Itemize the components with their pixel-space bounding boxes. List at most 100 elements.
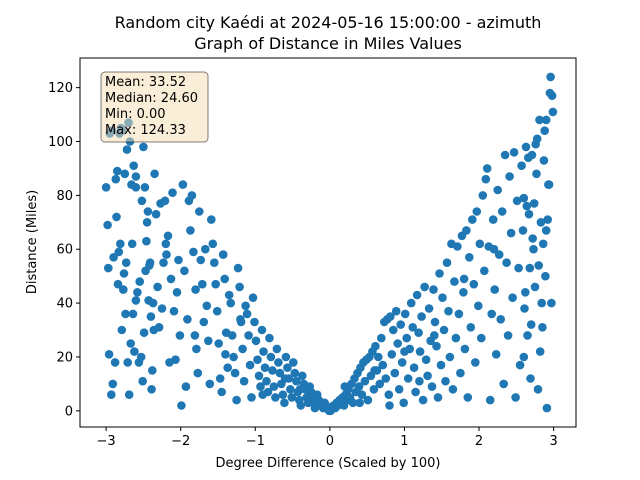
data-point: [541, 271, 550, 281]
data-point: [519, 352, 529, 362]
data-point: [517, 161, 526, 170]
data-point: [196, 255, 206, 265]
plot-frame: [79, 57, 577, 428]
y-tick-label: 0: [65, 404, 73, 419]
x-tick-label: −3: [97, 434, 116, 449]
data-point: [538, 323, 547, 332]
data-point: [154, 323, 164, 332]
data-point: [396, 320, 406, 329]
data-point: [530, 282, 540, 292]
data-point: [256, 382, 265, 391]
data-point: [448, 385, 458, 394]
data-point: [482, 164, 492, 173]
data-point: [411, 387, 420, 397]
data-point: [518, 226, 528, 235]
data-point: [236, 315, 245, 324]
data-point: [421, 355, 431, 365]
data-point: [171, 355, 180, 365]
data-point: [478, 191, 488, 200]
data-point: [268, 366, 277, 375]
data-point: [523, 331, 532, 340]
data-point: [542, 403, 552, 413]
data-point: [116, 239, 125, 249]
data-point: [123, 358, 132, 367]
data-point: [292, 376, 301, 386]
data-point: [124, 390, 134, 400]
data-point: [175, 331, 185, 340]
data-point: [271, 393, 280, 402]
data-point: [104, 263, 113, 273]
data-point: [348, 398, 358, 408]
chart-title-line1: Random city Kaédi at 2024-05-16 15:00:00…: [115, 13, 542, 32]
data-point: [210, 258, 219, 268]
data-point: [487, 309, 497, 319]
data-point: [208, 239, 218, 249]
data-point: [121, 309, 130, 319]
data-point: [439, 325, 449, 335]
data-point: [389, 325, 398, 335]
data-point: [161, 239, 171, 249]
data-point: [535, 347, 545, 356]
data-point: [399, 398, 409, 408]
data-point: [541, 115, 551, 125]
data-point: [254, 371, 264, 381]
data-point: [472, 207, 482, 216]
data-point: [506, 228, 516, 238]
data-point: [148, 298, 158, 308]
data-point: [169, 306, 179, 316]
data-point: [468, 215, 477, 224]
data-point: [514, 263, 523, 273]
data-point: [139, 328, 149, 338]
data-point: [278, 390, 288, 400]
data-point: [529, 244, 538, 254]
data-point: [223, 363, 232, 373]
data-point: [113, 279, 123, 289]
data-point: [214, 339, 223, 348]
data-point: [247, 393, 256, 402]
data-point: [381, 374, 391, 383]
y-tick-label: 120: [48, 81, 73, 96]
data-point: [466, 323, 476, 332]
data-point: [238, 344, 247, 354]
data-point: [177, 401, 186, 410]
x-axis-ticks: −3 −2 −1 0 1 2 3: [97, 427, 558, 449]
y-tick-label: 40: [56, 297, 73, 312]
data-point: [427, 382, 437, 391]
data-point: [114, 247, 124, 257]
data-point: [151, 209, 161, 219]
y-axis-ticks: 0 20 40 60 80 100 120: [48, 81, 80, 419]
data-point: [540, 126, 549, 135]
y-axis-label: Distance (Miles): [25, 190, 40, 294]
data-point: [274, 358, 283, 367]
data-point: [480, 266, 489, 276]
data-point: [387, 350, 397, 359]
data-point: [172, 288, 182, 297]
data-point: [499, 379, 509, 389]
data-point: [204, 336, 213, 346]
data-point: [207, 215, 216, 224]
data-point: [371, 341, 380, 351]
data-point: [224, 290, 234, 300]
data-point: [412, 290, 422, 300]
data-point: [436, 360, 446, 370]
data-point: [475, 239, 485, 249]
data-point: [201, 244, 210, 254]
data-point: [218, 250, 228, 259]
data-point: [129, 161, 138, 170]
data-point: [198, 279, 207, 289]
data-point: [524, 209, 534, 219]
data-point: [107, 390, 116, 400]
data-point: [199, 317, 209, 327]
data-point: [168, 188, 177, 197]
data-point: [280, 398, 289, 408]
data-point: [490, 285, 500, 294]
data-point: [406, 298, 416, 308]
data-point: [493, 185, 503, 195]
data-point: [275, 368, 285, 378]
data-point: [202, 301, 212, 311]
data-point: [141, 266, 150, 276]
data-point: [374, 352, 383, 362]
data-point: [539, 156, 549, 165]
data-point: [283, 363, 292, 373]
